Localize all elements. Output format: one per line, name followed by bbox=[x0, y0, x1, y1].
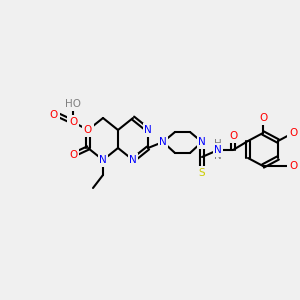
Text: O: O bbox=[289, 161, 297, 171]
Text: O: O bbox=[259, 113, 267, 123]
Text: H: H bbox=[214, 139, 222, 149]
Text: N: N bbox=[99, 155, 107, 165]
Text: HO: HO bbox=[65, 99, 81, 109]
Text: O: O bbox=[289, 128, 297, 138]
Text: N: N bbox=[159, 137, 167, 147]
Text: N: N bbox=[144, 125, 152, 135]
Text: O: O bbox=[69, 150, 77, 160]
Text: H
N: H N bbox=[214, 139, 222, 161]
Text: O: O bbox=[69, 117, 77, 127]
Text: O: O bbox=[50, 110, 58, 120]
Text: N: N bbox=[198, 137, 206, 147]
Text: O: O bbox=[229, 131, 237, 141]
Text: N: N bbox=[214, 145, 222, 155]
Text: S: S bbox=[199, 168, 205, 178]
Text: O: O bbox=[84, 125, 92, 135]
Text: N: N bbox=[129, 155, 137, 165]
